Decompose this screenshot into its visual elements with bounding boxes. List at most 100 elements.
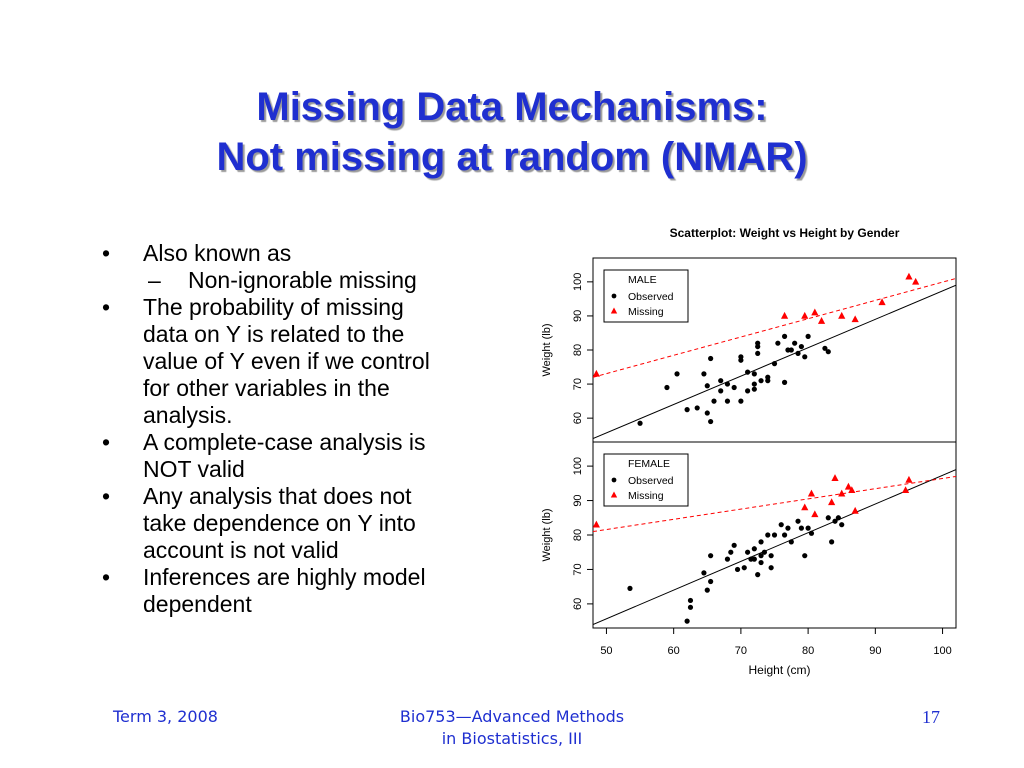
bullet-line: Also known as [143, 240, 292, 266]
missing-point [801, 503, 809, 511]
legend-female: FEMALE Observed Missing [603, 453, 689, 507]
observed-point [745, 388, 751, 394]
observed-point [758, 539, 764, 545]
observed-point [751, 546, 757, 552]
observed-point [829, 539, 835, 545]
slide-title: Missing Data Mechanisms: Not missing at … [0, 82, 1024, 182]
legend-missing-icon [610, 307, 618, 314]
legend-box [603, 269, 689, 323]
x-tick-label: 50 [600, 645, 612, 657]
y-tick-label: 70 [572, 563, 584, 575]
missing-point [593, 520, 600, 528]
missing-point [905, 475, 913, 483]
missing-point [851, 506, 859, 514]
observed-point [798, 343, 804, 350]
observed-point [751, 381, 757, 387]
observed-point [781, 333, 788, 339]
observed-point [738, 357, 744, 363]
footer-page-number: 17 [922, 707, 940, 727]
bullet-line: value of Y even if we control [143, 348, 430, 374]
missing-point [780, 311, 789, 319]
observed-point [684, 407, 690, 413]
bullet-line: The probability of missing [143, 294, 404, 320]
observed-point [802, 553, 808, 559]
missing-point [838, 489, 846, 497]
missing-point [848, 486, 856, 494]
observed-point [684, 618, 690, 624]
bullet-marker: • [102, 564, 111, 590]
missing-point [807, 489, 816, 497]
missing-point [593, 369, 600, 377]
observed-point [738, 398, 744, 404]
footer-term: Term 3, 2008 [113, 707, 218, 726]
observed-point [731, 542, 737, 548]
observed-point [755, 572, 761, 578]
plot-area [593, 272, 956, 440]
observed-point [637, 420, 643, 426]
missing-point [878, 298, 886, 306]
x-tick-label: 60 [668, 645, 680, 657]
observed-point [728, 549, 734, 555]
observed-point [745, 369, 751, 375]
observed-point [741, 565, 747, 571]
sub-bullet: – Non-ignorable missing [102, 267, 512, 294]
legend-missing-label: Missing [628, 490, 664, 502]
observed-point [708, 553, 714, 559]
observed-point [781, 532, 788, 538]
fit-line-observed [593, 469, 956, 626]
observed-point [718, 388, 724, 394]
missing-point [838, 311, 846, 319]
y-tick-label: 80 [572, 529, 584, 541]
panel-male: 60 70 80 90 100 Weight (lb) MALE Observed Missin… [541, 257, 957, 443]
bullet-marker: • [102, 240, 111, 266]
bullet-line: Inferences are highly model [143, 564, 426, 590]
y-tick-label: 90 [572, 494, 584, 506]
observed-point [627, 585, 633, 591]
observed-point [802, 354, 808, 360]
sub-bullet-text: Non-ignorable missing [188, 267, 417, 293]
bullet-marker: • [102, 429, 111, 455]
observed-point [687, 604, 694, 610]
missing-point [801, 311, 809, 319]
bullet-line: take dependence on Y into [143, 510, 416, 536]
legend-missing-label: Missing [628, 306, 664, 318]
observed-point [775, 340, 781, 346]
observed-point [761, 549, 768, 555]
bullet-marker: • [102, 483, 111, 509]
legend-observed-label: Observed [628, 291, 674, 303]
observed-point [674, 371, 680, 377]
observed-point [751, 556, 757, 562]
observed-point [694, 405, 700, 411]
observed-point [708, 418, 714, 425]
observed-point [704, 587, 710, 593]
observed-point [724, 556, 731, 562]
observed-point [734, 566, 741, 573]
bullet-line: Any analysis that does not [143, 483, 412, 509]
y-tick-label: 90 [572, 310, 584, 322]
observed-point [711, 398, 717, 404]
bullet-item: • A complete-case analysis is NOT valid [102, 429, 512, 483]
observed-point [835, 515, 841, 521]
scatterplot-chart: Scatterplot: Weight vs Height by Gender 6… [541, 226, 957, 677]
observed-point [781, 379, 788, 385]
observed-point [768, 553, 774, 559]
y-tick-label: 60 [572, 598, 584, 610]
title-line-1: Missing Data Mechanisms: [256, 85, 768, 129]
panel-female: 60 70 80 90 100 Weight (lb) FEMALE Observed Miss… [541, 441, 957, 629]
observed-point [687, 597, 694, 604]
missing-point [831, 474, 839, 481]
observed-point [701, 570, 707, 576]
y-tick-label: 80 [572, 344, 584, 356]
bullet-marker: • [102, 294, 111, 320]
legend-observed-icon [611, 477, 617, 483]
y-tick-label: 100 [572, 457, 584, 475]
plot-area [593, 469, 956, 626]
bullet-line: analysis. [143, 402, 233, 428]
y-tick-label: 60 [572, 412, 584, 424]
observed-point [788, 539, 794, 545]
observed-point [704, 383, 710, 389]
footer-course-line-1: Bio753—Advanced Methods [399, 707, 625, 726]
observed-point [805, 525, 811, 531]
legend-missing-icon [610, 491, 618, 498]
observed-point [832, 518, 838, 524]
